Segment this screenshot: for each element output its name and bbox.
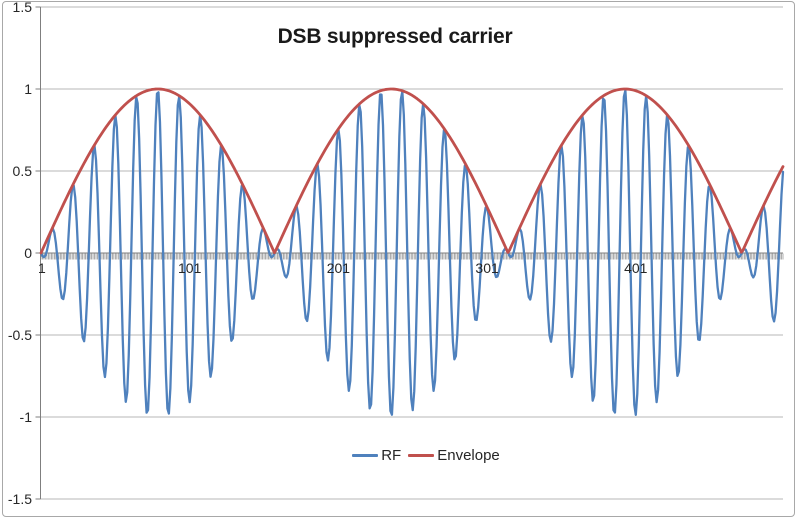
chart-title: DSB suppressed carrier bbox=[277, 25, 513, 48]
x-tick-label: 301 bbox=[475, 260, 499, 276]
x-tick-label: 1 bbox=[38, 260, 46, 276]
legend-label-rf: RF bbox=[381, 447, 402, 464]
legend-line-sample-envelope bbox=[408, 454, 435, 457]
y-tick-label: -0.5 bbox=[8, 327, 32, 343]
legend: RF Envelope bbox=[55, 447, 797, 464]
y-tick-label: -1 bbox=[20, 409, 33, 425]
y-tick-label: 0.5 bbox=[13, 163, 33, 179]
y-tick-label: 1 bbox=[24, 81, 32, 97]
envelope-series-line bbox=[39, 87, 785, 255]
x-tick-label: 401 bbox=[624, 260, 648, 276]
legend-item-envelope: Envelope bbox=[408, 447, 500, 464]
y-tick-label: 0 bbox=[24, 245, 32, 261]
rf-series-line bbox=[39, 89, 785, 416]
legend-label-envelope: Envelope bbox=[437, 447, 500, 464]
legend-line-sample-rf bbox=[352, 454, 379, 457]
legend-item-rf: RF bbox=[352, 447, 401, 464]
x-tick-label: 101 bbox=[178, 260, 202, 276]
x-tick-label: 201 bbox=[327, 260, 351, 276]
y-tick-label: -1.5 bbox=[8, 491, 32, 507]
y-tick-label: 1.5 bbox=[13, 0, 33, 15]
